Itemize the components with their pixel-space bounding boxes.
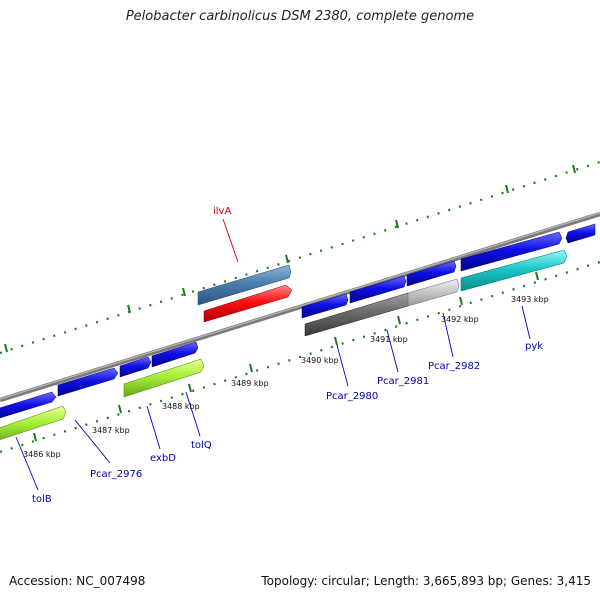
gene-label-tolQ: tolQ bbox=[191, 440, 212, 451]
gene-feature-pyk-region[interactable] bbox=[460, 231, 563, 272]
kbp-label: 3490 kbp bbox=[301, 356, 339, 365]
gene-label-exbD: exbD bbox=[150, 453, 176, 464]
gene-label-pcar2980: Pcar_2980 bbox=[326, 391, 378, 402]
gene-feature-tolB-region[interactable] bbox=[0, 391, 57, 421]
gene-label-pcar2976: Pcar_2976 bbox=[90, 469, 142, 480]
gene-feature-pyk[interactable] bbox=[460, 249, 568, 292]
gene-feature-tolQ-region[interactable] bbox=[151, 341, 199, 368]
kbp-label: 3489 kbp bbox=[231, 379, 269, 388]
gene-label-tolB: tolB bbox=[32, 494, 52, 505]
gene-label-ilvA: ilvA bbox=[213, 206, 231, 217]
gene-feature-exbD[interactable] bbox=[123, 358, 205, 398]
kbp-scale: 3486 kbp 3487 kbp 3488 kbp 3489 kbp 3490… bbox=[23, 295, 549, 459]
gene-feature-2981-region[interactable] bbox=[349, 275, 407, 304]
gene-label-pcar2982: Pcar_2982 bbox=[428, 361, 480, 372]
kbp-label: 3491 kbp bbox=[370, 335, 408, 344]
gene-label-pcar2981: Pcar_2981 bbox=[377, 376, 429, 387]
gene-feature-ilvA[interactable] bbox=[203, 284, 293, 323]
gene-feature-2982-region[interactable] bbox=[406, 260, 457, 287]
gene-features[interactable] bbox=[0, 223, 596, 443]
gene-label-pyk: pyk bbox=[525, 341, 543, 352]
kbp-label: 3492 kbp bbox=[441, 315, 479, 324]
gene-feature-exbD-region[interactable] bbox=[119, 356, 152, 378]
accession-text: Accession: NC_007498 bbox=[9, 574, 146, 588]
map-title: Pelobacter carbinolicus DSM 2380, comple… bbox=[125, 9, 475, 24]
gene-feature-edge[interactable] bbox=[565, 223, 596, 244]
gene-feature-tolB[interactable] bbox=[0, 405, 67, 443]
upper-tick-track bbox=[0, 160, 600, 355]
kbp-label: 3487 kbp bbox=[92, 426, 130, 435]
genome-backbone bbox=[0, 211, 600, 403]
topology-summary: Topology: circular; Length: 3,665,893 bp… bbox=[261, 574, 591, 588]
kbp-label: 3488 kbp bbox=[162, 402, 200, 411]
gene-labels[interactable]: tolB Pcar_2976 exbD tolQ Pcar_2980 Pcar_… bbox=[32, 206, 543, 505]
kbp-label: 3493 kbp bbox=[511, 295, 549, 304]
label-leader-lines bbox=[15, 218, 531, 491]
gene-feature-ilvA-steel[interactable] bbox=[197, 264, 292, 306]
gene-feature-2976-region[interactable] bbox=[57, 367, 119, 397]
gene-feature-2980-region[interactable] bbox=[301, 293, 349, 319]
gene-feature-pcar2981[interactable] bbox=[407, 278, 460, 307]
lower-tick-track bbox=[0, 260, 600, 454]
kbp-label: 3486 kbp bbox=[23, 450, 61, 459]
